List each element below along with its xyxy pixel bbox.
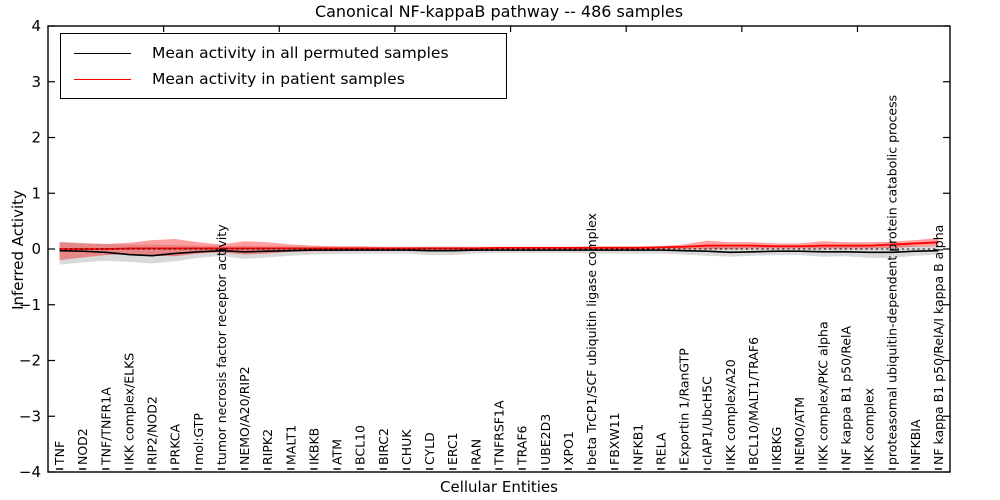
x-tick-label: RELA <box>653 432 668 465</box>
x-tick-label: proteasomal ubiquitin-dependent protein … <box>885 95 900 465</box>
x-tick-label: CHUK <box>399 429 414 465</box>
legend-line-sample-permuted <box>74 52 131 54</box>
legend-line-sample-patient <box>74 78 131 80</box>
x-tick-label: cIAP1/UbcH5C <box>700 376 715 465</box>
x-tick-label: NFKBIA <box>908 419 923 465</box>
x-tick-label: ATM <box>330 439 345 465</box>
x-tick-label: IKK complex/ELKS <box>121 353 136 465</box>
y-axis-label: Inferred Activity <box>9 190 27 310</box>
patient-mean-line <box>59 241 939 250</box>
y-tick-label: −3 <box>19 407 41 425</box>
x-tick-label: NOD2 <box>75 428 90 465</box>
x-tick-label: Exportin 1/RanGTP <box>677 348 692 465</box>
x-tick-label: mol:GTP <box>191 413 206 465</box>
x-tick-label: MALT1 <box>283 425 298 465</box>
legend-label-permuted: Mean activity in all permuted samples <box>152 44 449 62</box>
patient-band <box>59 237 939 261</box>
x-tick-label: IKK complex/PKC alpha <box>815 321 830 465</box>
permuted-mean-line <box>59 249 939 257</box>
x-tick-label: IKK complex/A20 <box>723 359 738 465</box>
x-tick-label: ERC1 <box>445 432 460 465</box>
x-tick-label: NEMO/ATM <box>792 397 807 465</box>
y-tick-label: 4 <box>31 17 41 35</box>
y-tick-label: −2 <box>19 352 41 370</box>
y-tick-label: −4 <box>19 463 41 481</box>
x-tick-label: tumor necrosis factor receptor activity <box>214 224 229 465</box>
y-tick-label: 0 <box>31 240 41 258</box>
x-tick-label: BIRC2 <box>376 428 391 465</box>
x-tick-label: NF kappa B1 p50/RelA <box>838 325 853 465</box>
x-tick-label: TNFRSF1A <box>492 400 507 466</box>
x-tick-label: BCL10/MALT1/TRAF6 <box>746 337 761 465</box>
x-tick-label: NF kappa B1 p50/RelA/I kappa B alpha <box>931 225 946 465</box>
x-tick-label: RAN <box>468 439 483 465</box>
legend: Mean activity in all permuted samples Me… <box>60 33 507 99</box>
x-tick-label: UBE2D3 <box>538 414 553 465</box>
x-tick-label: XPO1 <box>561 431 576 465</box>
x-tick-label: CYLD <box>422 432 437 465</box>
x-tick-label: TRAF6 <box>515 425 530 466</box>
y-tick-label: 3 <box>31 73 41 91</box>
x-tick-label: PRKCA <box>168 424 183 465</box>
x-tick-label: IKBKB <box>306 428 321 465</box>
x-tick-label: FBXW11 <box>607 412 622 465</box>
permuted-band <box>59 241 939 265</box>
x-tick-label: TNF/TNFR1A <box>98 387 113 466</box>
legend-label-patient: Mean activity in patient samples <box>152 70 405 88</box>
legend-entry-patient: Mean activity in patient samples <box>74 66 506 92</box>
x-tick-label: IKBKG <box>769 427 784 465</box>
x-tick-label: RIPK2 <box>260 429 275 465</box>
y-tick-label: 1 <box>31 184 41 202</box>
x-tick-label: IKK complex <box>862 388 877 465</box>
y-tick-label: 2 <box>31 129 41 147</box>
x-tick-label: BCL10 <box>353 425 368 465</box>
x-tick-label: NEMO/A20/RIP2 <box>237 366 252 465</box>
x-tick-label: NFKB1 <box>630 424 645 465</box>
y-tick-label: −1 <box>19 296 41 314</box>
chart-title: Canonical NF-kappaB pathway -- 486 sampl… <box>314 2 684 21</box>
x-tick-label: TNF <box>52 441 67 466</box>
x-tick-label: beta TrCP1/SCF ubiquitin ligase complex <box>584 213 599 465</box>
legend-entry-permuted: Mean activity in all permuted samples <box>74 40 506 66</box>
x-axis-label: Cellular Entities <box>440 478 558 496</box>
x-tick-label: RIP2/NOD2 <box>145 396 160 465</box>
